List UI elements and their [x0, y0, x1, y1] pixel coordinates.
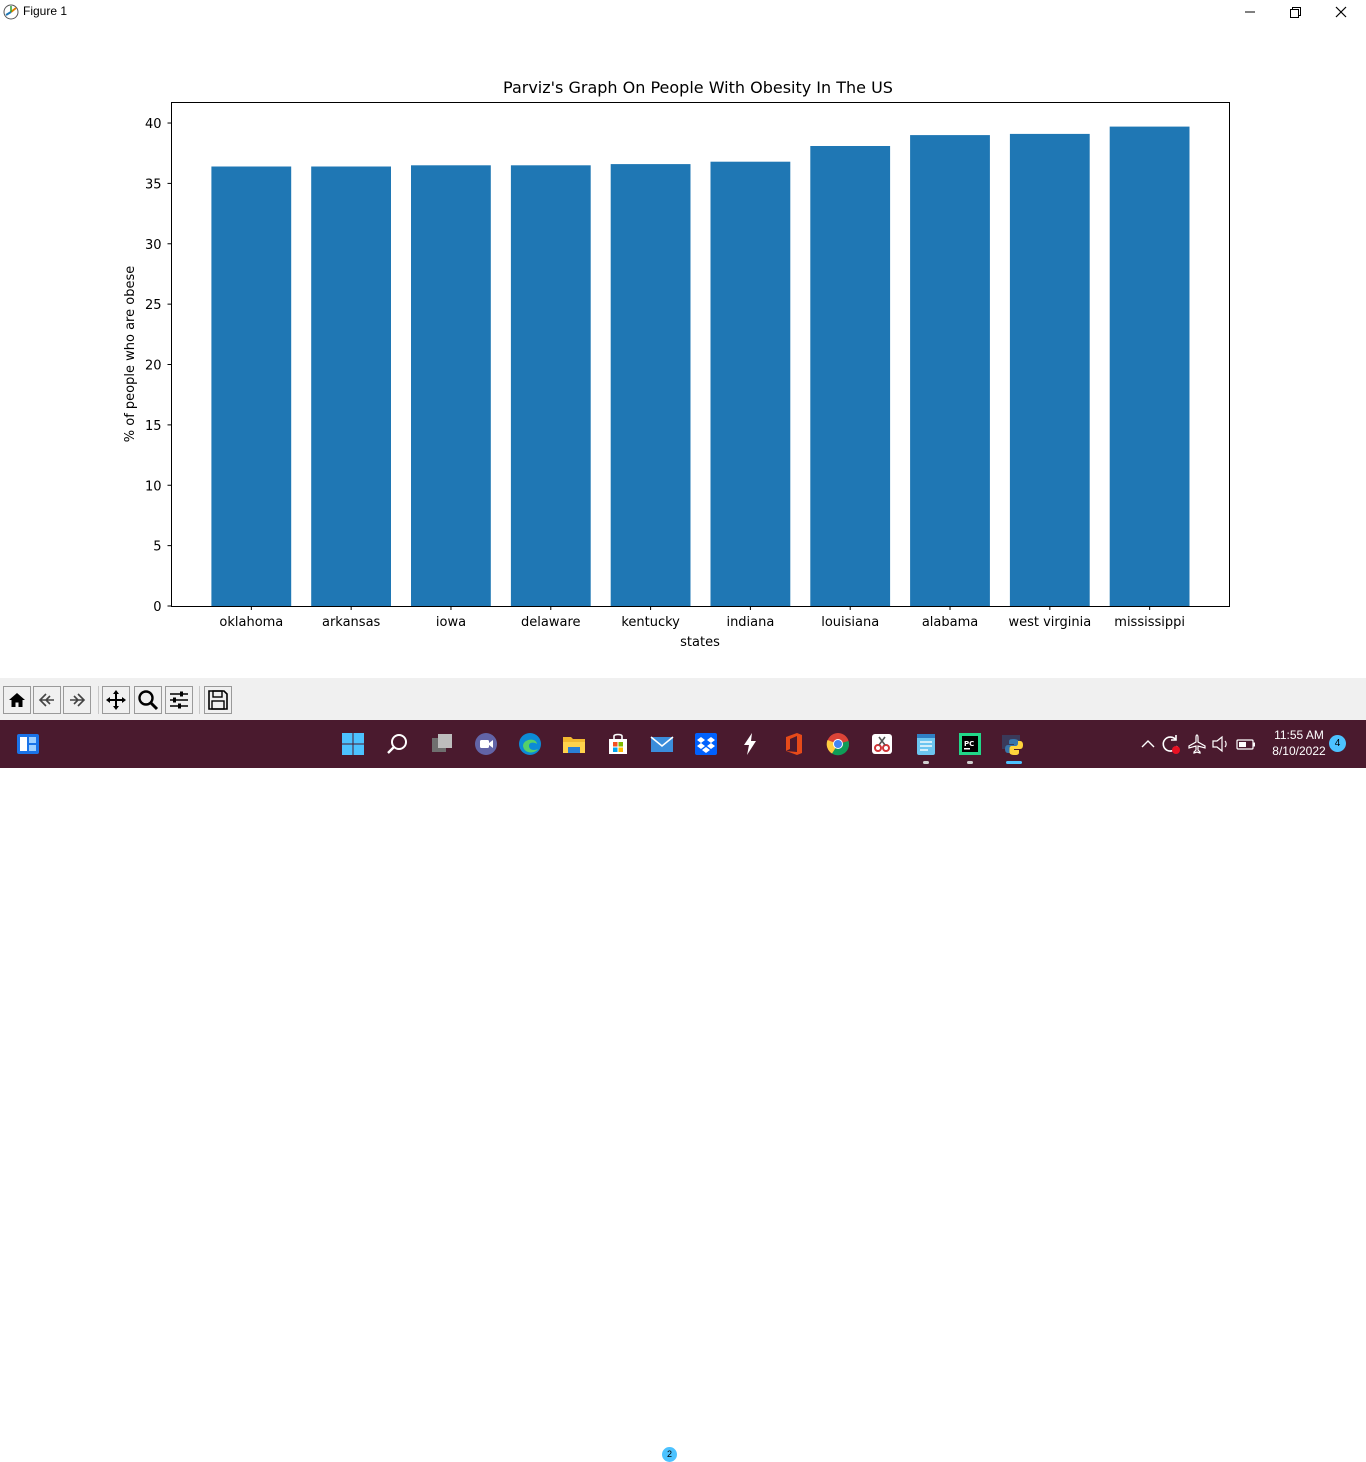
bar-alabama	[910, 135, 990, 606]
bar-iowa	[411, 165, 491, 607]
volume-icon[interactable]	[1209, 732, 1233, 756]
chrome-icon[interactable]	[826, 732, 850, 756]
pan-icon	[106, 690, 126, 710]
bar-mississippi	[1109, 126, 1190, 606]
bar-oklahoma	[211, 166, 292, 606]
y-tick-label: 5	[153, 540, 161, 555]
configure-subplots-button[interactable]	[165, 686, 193, 714]
notification-badge[interactable]: 4	[1329, 735, 1346, 752]
widgets-icon[interactable]	[16, 732, 40, 756]
task-view-icon[interactable]	[430, 732, 454, 756]
toolbar-separator	[199, 686, 200, 714]
chart-title: Parviz's Graph On People With Obesity In…	[503, 78, 893, 97]
y-tick-label: 35	[145, 177, 162, 192]
restore-icon	[1289, 6, 1301, 18]
dropbox-icon[interactable]	[694, 732, 718, 756]
x-tick-label: louisiana	[821, 615, 879, 630]
x-tick-label: alabama	[922, 615, 978, 630]
save-icon	[208, 690, 228, 710]
close-button[interactable]	[1318, 0, 1364, 24]
svg-text:PC: PC	[964, 740, 974, 748]
airplane-mode-icon[interactable]	[1185, 732, 1209, 756]
snipping-tool-icon[interactable]	[870, 732, 894, 756]
edge-browser-icon[interactable]	[518, 732, 542, 756]
sync-icon[interactable]	[1158, 732, 1182, 756]
y-tick-label: 20	[145, 359, 162, 374]
figure-canvas: Parviz's Graph On People With Obesity In…	[0, 24, 1366, 678]
y-tick-label: 15	[145, 419, 162, 434]
app-bolt-icon[interactable]	[738, 732, 762, 756]
file-explorer-icon[interactable]	[562, 732, 586, 756]
plot-frame	[171, 102, 1230, 607]
home-button[interactable]	[3, 686, 31, 714]
y-tick-label: 30	[145, 238, 162, 253]
clock-time[interactable]: 11:55 AM	[1274, 728, 1324, 742]
x-tick-label: iowa	[436, 615, 466, 630]
matplotlib-app-icon	[2, 3, 20, 21]
x-tick-label: delaware	[521, 615, 580, 630]
minimize-icon	[1245, 11, 1255, 13]
forward-icon	[70, 693, 86, 707]
x-tick-label: kentucky	[621, 615, 680, 630]
y-axis-label: % of people who are obese	[123, 266, 138, 442]
running-indicator	[923, 761, 929, 764]
x-tick-label: west virginia	[1008, 615, 1091, 630]
bar-arkansas	[311, 166, 391, 606]
pan-button[interactable]	[102, 686, 130, 714]
chevron-up-icon[interactable]	[1136, 732, 1160, 756]
x-tick-label: mississippi	[1114, 615, 1185, 630]
save-button[interactable]	[204, 686, 232, 714]
zoom-icon	[138, 690, 159, 711]
home-icon	[9, 693, 25, 707]
navigation-toolbar	[0, 678, 1366, 720]
active-indicator	[1006, 761, 1022, 764]
window-titlebar: Figure 1	[0, 0, 1366, 24]
python-icon[interactable]	[1002, 732, 1026, 756]
store-icon[interactable]	[606, 732, 630, 756]
office-icon[interactable]	[782, 732, 806, 756]
taskbar: 2 PC	[0, 720, 1366, 1462]
toolbar-separator	[98, 686, 99, 714]
forward-button[interactable]	[63, 686, 91, 714]
x-tick-label: arkansas	[322, 615, 381, 630]
y-tick-label: 10	[145, 479, 162, 494]
configure-subplots-icon	[170, 691, 188, 709]
start-icon[interactable]	[341, 732, 365, 756]
bar-kentucky	[610, 164, 691, 606]
back-icon	[38, 693, 54, 707]
search-icon[interactable]	[386, 732, 410, 756]
bar-delaware	[510, 165, 591, 607]
chat-icon[interactable]	[474, 732, 498, 756]
y-tick-label: 25	[145, 298, 162, 313]
y-tick-label: 40	[145, 117, 162, 132]
zoom-button[interactable]	[134, 686, 162, 714]
notepad-icon[interactable]	[914, 732, 938, 756]
bar-chart: Parviz's Graph On People With Obesity In…	[123, 78, 1230, 650]
bar-indiana	[710, 161, 791, 606]
x-axis-label: states	[680, 635, 720, 650]
running-indicator	[967, 761, 973, 764]
x-tick-label: oklahoma	[219, 615, 283, 630]
y-tick-label: 0	[153, 600, 161, 615]
window-title: Figure 1	[23, 4, 68, 18]
minimize-button[interactable]	[1227, 0, 1273, 24]
battery-icon[interactable]	[1234, 732, 1258, 756]
clock-date[interactable]: 8/10/2022	[1272, 744, 1326, 758]
close-icon	[1335, 6, 1347, 18]
mail-icon[interactable]	[650, 732, 674, 756]
pycharm-icon[interactable]: PC	[958, 732, 982, 756]
restore-button[interactable]	[1272, 0, 1318, 24]
back-button[interactable]	[33, 686, 61, 714]
bar-louisiana	[810, 146, 891, 606]
mail-badge: 2	[662, 1447, 677, 1462]
x-tick-label: indiana	[726, 615, 774, 630]
bar-west-virginia	[1009, 133, 1090, 606]
